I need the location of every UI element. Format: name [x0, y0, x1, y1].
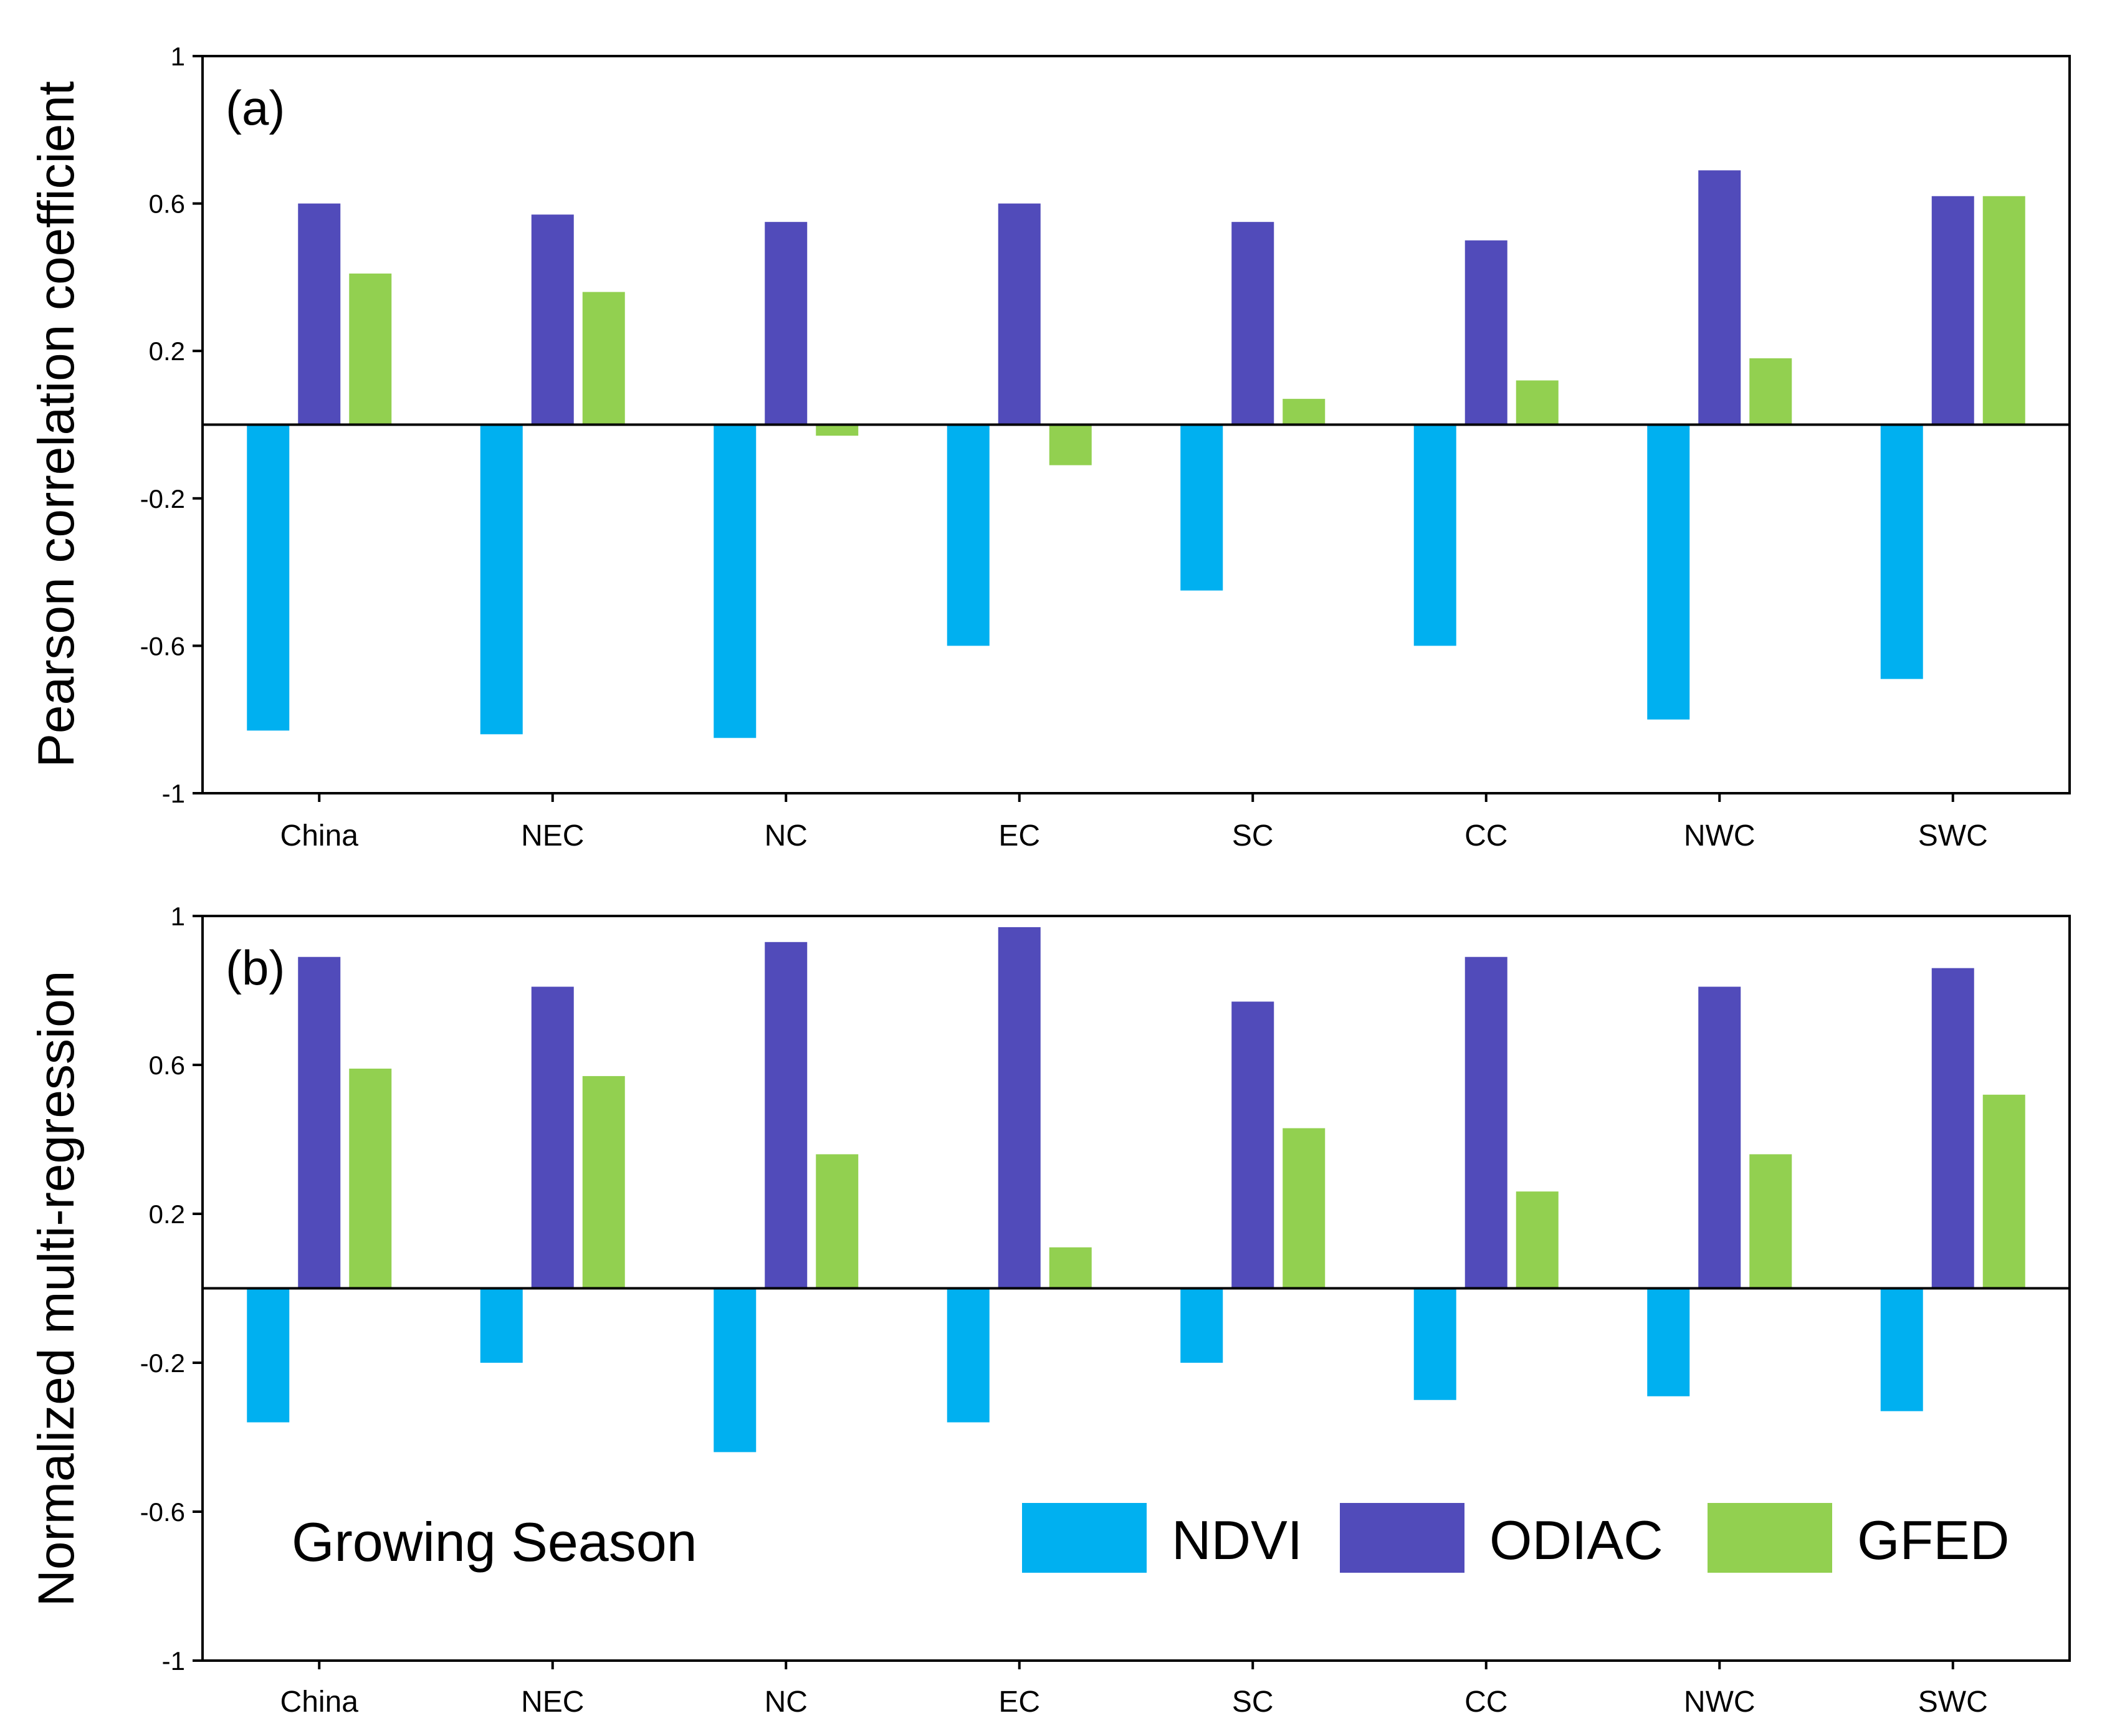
legend-swatch-odiac [1340, 1503, 1464, 1573]
bar-gfed-nwc [1749, 358, 1792, 425]
bar-gfed-sc [1283, 399, 1326, 425]
bar-odiac-sc [1231, 1001, 1274, 1289]
bar-ndvi-ec [947, 1288, 990, 1423]
y-tick-label: -0.6 [140, 1497, 185, 1527]
y-axis-title: Pearson correlation coefficient [28, 81, 85, 768]
bar-gfed-cc [1516, 380, 1559, 425]
x-category-labels: China NEC NC EC SC CC NWC SWC [280, 793, 1988, 852]
bar-ndvi-sc [1180, 1288, 1223, 1363]
bar-ndvi-china [247, 1288, 290, 1423]
bar-gfed-china [349, 1068, 392, 1289]
legend-label-gfed: GFED [1857, 1509, 2009, 1571]
bar-odiac-china [298, 203, 341, 425]
x-tick-label-nc: NC [765, 1686, 808, 1719]
x-tick-label-china: China [280, 1686, 359, 1719]
x-tick-label-china: China [280, 819, 359, 852]
y-ticks: 1 0.6 0.2 -0.2 -0.6 -1 [140, 902, 203, 1676]
y-tick-label: 0.2 [149, 1199, 185, 1229]
bars [247, 927, 2025, 1452]
x-tick-label-swc: SWC [1918, 1686, 1988, 1719]
bar-odiac-ec [998, 927, 1041, 1289]
panel-label: (b) [226, 940, 285, 995]
y-tick-label: -0.2 [140, 484, 185, 513]
bar-odiac-nc [765, 222, 808, 425]
bar-ndvi-nec [480, 1288, 523, 1363]
bar-gfed-nwc [1749, 1154, 1792, 1289]
bar-gfed-nec [582, 1075, 625, 1289]
bar-odiac-cc [1464, 956, 1507, 1289]
bars [247, 170, 2025, 738]
bar-ndvi-china [247, 424, 290, 731]
bar-odiac-swc [1931, 968, 1974, 1289]
y-tick-label: -1 [162, 1646, 185, 1676]
bar-ndvi-cc [1413, 424, 1456, 646]
bar-ndvi-sc [1180, 424, 1223, 591]
x-tick-label-nwc: NWC [1684, 819, 1756, 852]
bar-odiac-nwc [1698, 986, 1741, 1289]
bar-odiac-nec [531, 214, 574, 425]
x-category-labels: China NEC NC EC SC CC NWC SWC [280, 1661, 1988, 1719]
bar-gfed-sc [1283, 1128, 1326, 1289]
bar-gfed-ec [1049, 1247, 1092, 1289]
y-axis-title: Normalized multi-regression [28, 971, 85, 1607]
bar-ndvi-nwc [1647, 1288, 1690, 1396]
x-tick-label-nc: NC [765, 819, 808, 852]
panel-b: (b) Normalized multi-regression 1 0.6 0.2 -… [28, 902, 2071, 1719]
bar-odiac-nc [765, 942, 808, 1289]
y-tick-label: 1 [171, 42, 185, 71]
panel-label: (a) [226, 80, 285, 135]
x-tick-label-cc: CC [1464, 1686, 1507, 1719]
bar-odiac-ec [998, 203, 1041, 425]
bar-gfed-nc [816, 424, 859, 436]
x-tick-label-nec: NEC [521, 1686, 584, 1719]
bar-gfed-nec [582, 292, 625, 425]
y-ticks: 1 0.6 0.2 -0.2 -0.6 -1 [140, 42, 203, 808]
x-tick-label-nwc: NWC [1684, 1686, 1756, 1719]
bar-gfed-china [349, 273, 392, 425]
x-tick-label-nec: NEC [521, 819, 584, 852]
legend-swatch-ndvi [1022, 1503, 1147, 1573]
bar-odiac-cc [1464, 240, 1507, 425]
bar-gfed-swc [1982, 1094, 2025, 1289]
y-tick-label: 0.2 [149, 336, 185, 366]
bar-gfed-nc [816, 1154, 859, 1289]
bar-ndvi-cc [1413, 1288, 1456, 1400]
x-tick-label-swc: SWC [1918, 819, 1988, 852]
legend-label-odiac: ODIAC [1489, 1509, 1663, 1571]
bar-odiac-swc [1931, 196, 1974, 425]
x-tick-label-sc: SC [1232, 1686, 1274, 1719]
bar-gfed-swc [1982, 196, 2025, 425]
bar-ndvi-nc [714, 424, 757, 738]
bar-odiac-china [298, 956, 341, 1289]
y-tick-label: -0.6 [140, 631, 185, 661]
bar-ndvi-swc [1880, 1288, 1923, 1411]
bar-ndvi-swc [1880, 424, 1923, 679]
bar-odiac-nec [531, 986, 574, 1289]
season-annotation: Growing Season [292, 1511, 697, 1573]
x-tick-label-cc: CC [1464, 819, 1507, 852]
legend-label-ndvi: NDVI [1172, 1509, 1302, 1571]
x-tick-label-ec: EC [998, 819, 1040, 852]
y-tick-label: 0.6 [149, 1051, 185, 1080]
y-tick-label: 0.6 [149, 189, 185, 219]
bar-ndvi-ec [947, 424, 990, 646]
x-tick-label-sc: SC [1232, 819, 1274, 852]
bar-ndvi-nwc [1647, 424, 1690, 720]
bar-gfed-ec [1049, 424, 1092, 465]
y-tick-label: -0.2 [140, 1348, 185, 1378]
legend-swatch-gfed [1708, 1503, 1832, 1573]
panel-a: (a) Pearson correlation coefficient 1 0.6… [28, 42, 2071, 852]
y-tick-label: -1 [162, 779, 185, 808]
legend: NDVI ODIAC GFED [1022, 1503, 2009, 1573]
bar-odiac-nwc [1698, 170, 1741, 425]
bar-odiac-sc [1231, 222, 1274, 425]
bar-gfed-cc [1516, 1191, 1559, 1289]
y-tick-label: 1 [171, 902, 185, 931]
x-tick-label-ec: EC [998, 1686, 1040, 1719]
bar-ndvi-nc [714, 1288, 757, 1452]
bar-ndvi-nec [480, 424, 523, 735]
